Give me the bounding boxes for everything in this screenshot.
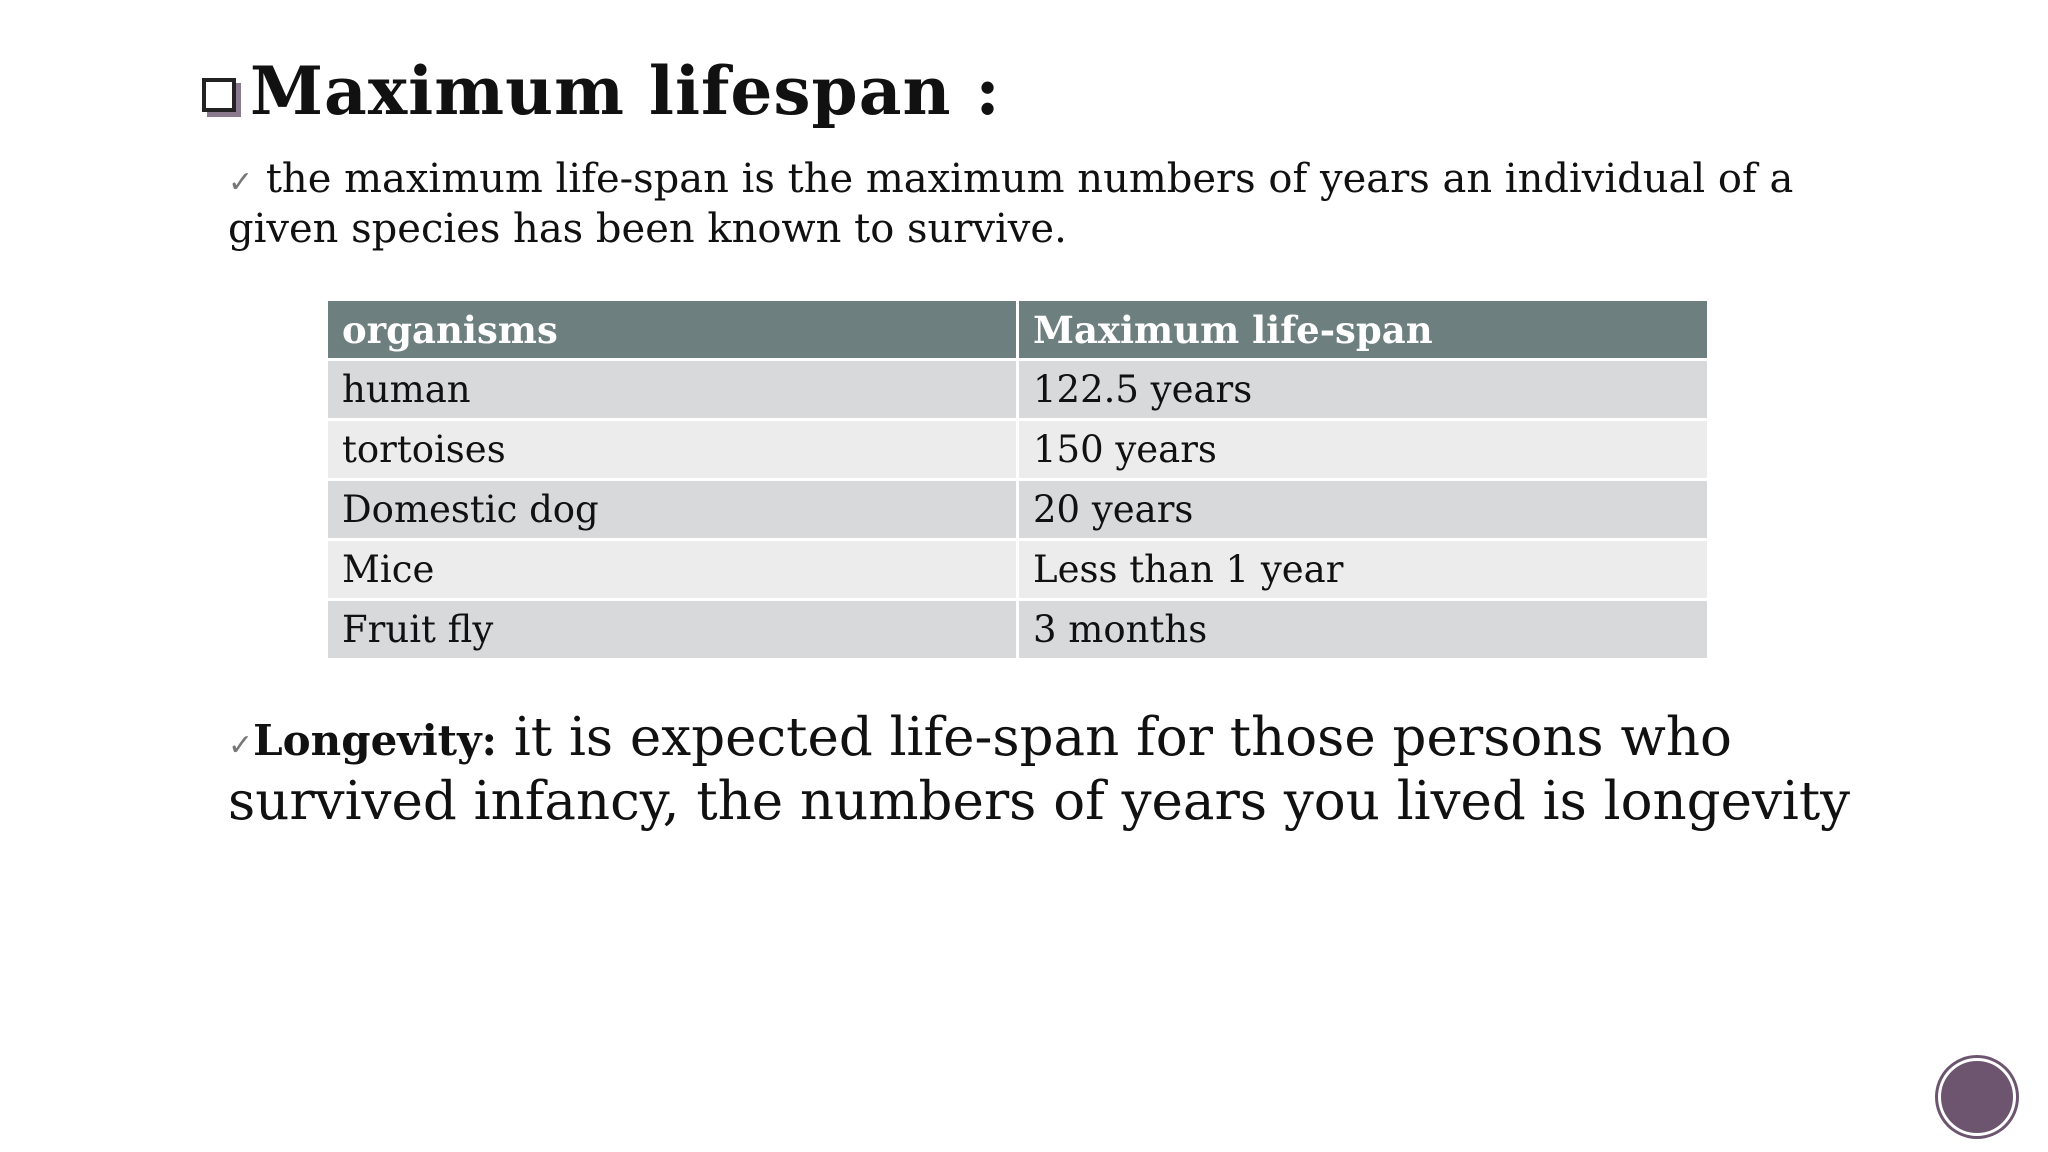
table-row: tortoises 150 years <box>325 418 1710 481</box>
table-row: Mice Less than 1 year <box>325 538 1710 601</box>
slide-badge <box>1938 1058 2016 1136</box>
longevity-text: it is expected life-span for those perso… <box>228 707 1851 832</box>
table-cell: tortoises <box>325 418 1019 481</box>
table-cell: Less than 1 year <box>1016 538 1710 601</box>
table-row: Domestic dog 20 years <box>325 478 1710 541</box>
title: Maximum lifespan : <box>250 52 1001 130</box>
table-row: Fruit fly 3 months <box>325 598 1710 661</box>
longevity-term: Longevity: <box>253 716 497 765</box>
table-cell: human <box>325 358 1019 421</box>
table-row: human 122.5 years <box>325 358 1710 421</box>
header-cell: organisms <box>325 298 1019 361</box>
table-cell: 20 years <box>1016 478 1710 541</box>
definition-text: the maximum life-span is the maximum num… <box>228 156 1794 252</box>
table-cell: 122.5 years <box>1016 358 1710 421</box>
longevity: ✓Longevity: it is expected life-span for… <box>228 710 1888 830</box>
definition: ✓ the maximum life-span is the maximum n… <box>228 156 1888 253</box>
table-cell: Fruit fly <box>325 598 1019 661</box>
table-cell: 3 months <box>1016 598 1710 661</box>
header-row: organisms Maximum life-span <box>325 298 1710 361</box>
check-icon: ✓ <box>228 728 254 763</box>
header-cell: Maximum life-span <box>1016 298 1710 361</box>
table-cell: 150 years <box>1016 418 1710 481</box>
table-cell: Mice <box>325 538 1019 601</box>
check-icon: ✓ <box>228 165 254 200</box>
lifespan-table: organisms Maximum life-span human 122.5 y… <box>325 298 1710 661</box>
table-cell: Domestic dog <box>325 478 1019 541</box>
title-bullet <box>202 78 236 112</box>
